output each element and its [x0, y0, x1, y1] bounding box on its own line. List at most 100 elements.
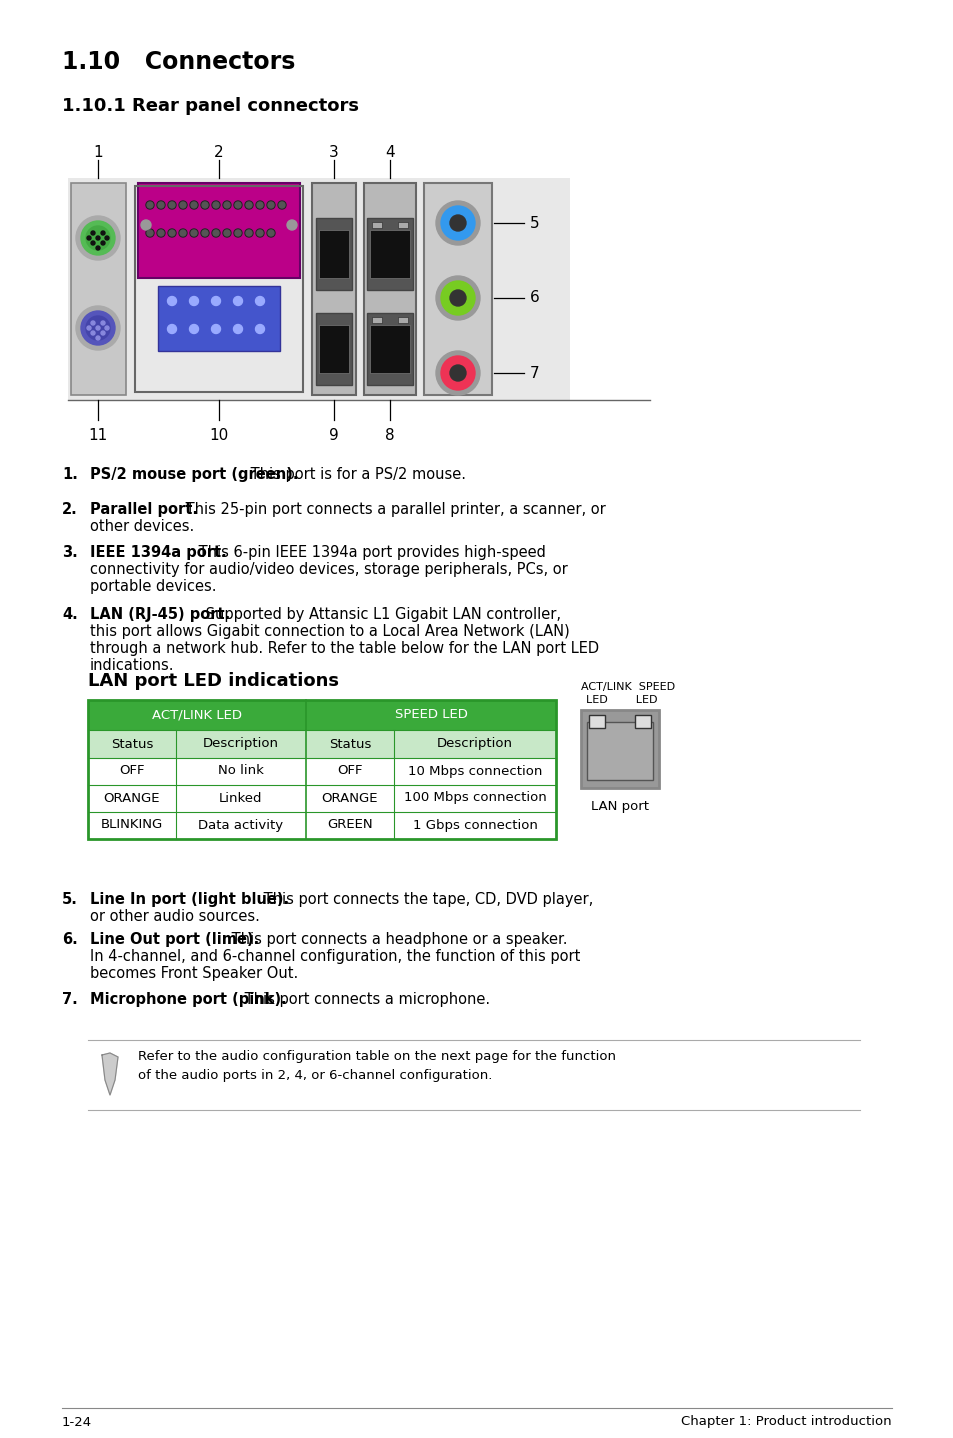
FancyBboxPatch shape — [372, 316, 381, 324]
Circle shape — [87, 236, 91, 240]
Circle shape — [246, 201, 252, 209]
Circle shape — [157, 201, 165, 209]
Circle shape — [191, 201, 196, 209]
Text: 100 Mbps connection: 100 Mbps connection — [403, 791, 546, 804]
Circle shape — [147, 201, 152, 209]
FancyBboxPatch shape — [423, 183, 492, 395]
Circle shape — [233, 229, 242, 237]
Circle shape — [436, 201, 479, 244]
Text: ACT/LINK  SPEED: ACT/LINK SPEED — [580, 682, 675, 692]
Circle shape — [141, 220, 151, 230]
Text: Supported by Attansic L1 Gigabit LAN controller,: Supported by Attansic L1 Gigabit LAN con… — [200, 607, 560, 623]
Circle shape — [450, 290, 465, 306]
Circle shape — [450, 216, 465, 232]
Text: 6: 6 — [530, 290, 539, 305]
FancyBboxPatch shape — [88, 731, 556, 758]
Text: Description: Description — [436, 738, 513, 751]
Text: this port allows Gigabit connection to a Local Area Network (LAN): this port allows Gigabit connection to a… — [90, 624, 569, 638]
Circle shape — [234, 230, 241, 236]
Circle shape — [212, 201, 220, 209]
Text: 7.: 7. — [62, 992, 77, 1007]
Text: In 4-channel, and 6-channel configuration, the function of this port: In 4-channel, and 6-channel configuratio… — [90, 949, 579, 963]
Text: SPEED LED: SPEED LED — [395, 709, 467, 722]
Circle shape — [440, 357, 475, 390]
Circle shape — [158, 230, 164, 236]
FancyBboxPatch shape — [370, 325, 410, 372]
Circle shape — [287, 220, 296, 230]
FancyBboxPatch shape — [364, 183, 416, 395]
Circle shape — [91, 232, 95, 234]
Text: portable devices.: portable devices. — [90, 580, 216, 594]
Circle shape — [213, 201, 219, 209]
Text: other devices.: other devices. — [90, 519, 194, 533]
Circle shape — [157, 229, 165, 237]
FancyBboxPatch shape — [588, 715, 604, 728]
Circle shape — [168, 325, 176, 334]
Circle shape — [234, 201, 241, 209]
Text: ORANGE: ORANGE — [321, 791, 377, 804]
Text: 3: 3 — [329, 145, 338, 160]
FancyBboxPatch shape — [312, 183, 355, 395]
FancyBboxPatch shape — [586, 722, 652, 779]
FancyBboxPatch shape — [88, 758, 556, 785]
Circle shape — [76, 216, 120, 260]
Circle shape — [158, 201, 164, 209]
Circle shape — [268, 201, 274, 209]
Text: 11: 11 — [89, 429, 108, 443]
Text: 9: 9 — [329, 429, 338, 443]
Circle shape — [168, 201, 175, 209]
Circle shape — [268, 230, 274, 236]
FancyBboxPatch shape — [88, 812, 556, 838]
Circle shape — [245, 201, 253, 209]
Text: Microphone port (pink).: Microphone port (pink). — [90, 992, 287, 1007]
Circle shape — [87, 326, 91, 329]
Circle shape — [190, 296, 198, 305]
Circle shape — [233, 296, 242, 305]
Text: Parallel port.: Parallel port. — [90, 502, 198, 518]
Circle shape — [255, 296, 264, 305]
Circle shape — [101, 321, 105, 325]
Text: LAN port LED indications: LAN port LED indications — [88, 672, 338, 690]
Circle shape — [147, 230, 152, 236]
FancyBboxPatch shape — [397, 316, 408, 324]
Text: 1.: 1. — [62, 467, 78, 482]
Text: 8: 8 — [385, 429, 395, 443]
Circle shape — [440, 280, 475, 315]
Circle shape — [169, 230, 174, 236]
FancyBboxPatch shape — [158, 286, 280, 351]
FancyBboxPatch shape — [635, 715, 650, 728]
Text: 10 Mbps connection: 10 Mbps connection — [407, 765, 541, 778]
Circle shape — [212, 296, 220, 305]
Circle shape — [256, 230, 263, 236]
Circle shape — [436, 351, 479, 395]
Text: 4.: 4. — [62, 607, 77, 623]
FancyBboxPatch shape — [88, 700, 556, 731]
FancyBboxPatch shape — [367, 219, 413, 290]
Text: BLINKING: BLINKING — [101, 818, 163, 831]
FancyBboxPatch shape — [370, 230, 410, 278]
Text: This 6-pin IEEE 1394a port provides high-speed: This 6-pin IEEE 1394a port provides high… — [194, 545, 545, 559]
Text: or other audio sources.: or other audio sources. — [90, 909, 259, 925]
Circle shape — [91, 321, 95, 325]
Text: 10: 10 — [209, 429, 229, 443]
Text: becomes Front Speaker Out.: becomes Front Speaker Out. — [90, 966, 298, 981]
Circle shape — [86, 316, 110, 339]
Circle shape — [224, 230, 230, 236]
Circle shape — [76, 306, 120, 349]
Circle shape — [96, 246, 100, 250]
Text: connectivity for audio/video devices, storage peripherals, PCs, or: connectivity for audio/video devices, st… — [90, 562, 567, 577]
FancyBboxPatch shape — [397, 221, 408, 229]
Text: 1.10   Connectors: 1.10 Connectors — [62, 50, 295, 73]
FancyBboxPatch shape — [372, 221, 381, 229]
Text: 2.: 2. — [62, 502, 77, 518]
Text: 6.: 6. — [62, 932, 77, 948]
Text: Refer to the audio configuration table on the next page for the function
of the : Refer to the audio configuration table o… — [138, 1050, 616, 1081]
Text: This port connects a headphone or a speaker.: This port connects a headphone or a spea… — [227, 932, 567, 948]
Text: LED        LED: LED LED — [585, 695, 657, 705]
Text: LAN (RJ-45) port.: LAN (RJ-45) port. — [90, 607, 230, 623]
Circle shape — [101, 232, 105, 234]
Circle shape — [169, 201, 174, 209]
Circle shape — [436, 276, 479, 321]
FancyBboxPatch shape — [318, 325, 349, 372]
Text: Description: Description — [203, 738, 278, 751]
